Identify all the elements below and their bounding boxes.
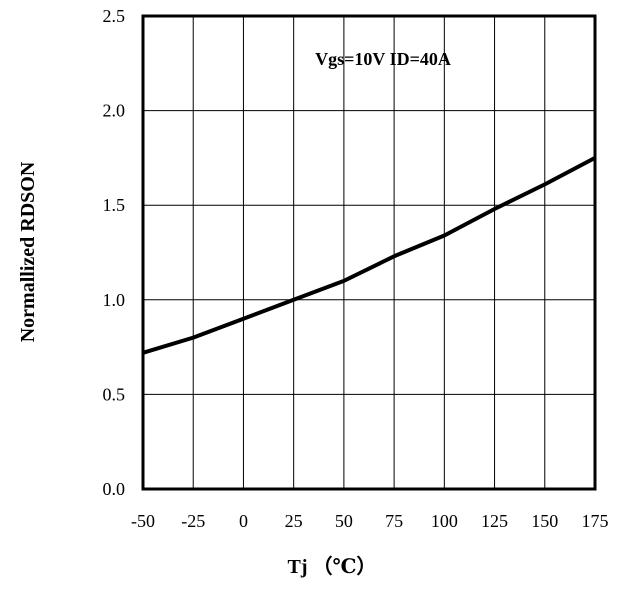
x-tick-label: 75 — [385, 511, 403, 531]
x-tick-label: 125 — [481, 511, 508, 531]
x-tick-label: 150 — [531, 511, 558, 531]
x-tick-label: 175 — [582, 511, 609, 531]
x-axis-ticks: -50 -25 0 25 50 75 100 125 150 175 — [131, 511, 609, 531]
series-line — [142, 156, 596, 355]
y-axis-ticks: 0.0 0.5 1.0 1.5 2.0 2.5 — [103, 6, 126, 499]
y-tick-label: 2.5 — [103, 6, 126, 26]
x-tick-label: 100 — [431, 511, 458, 531]
grid — [142, 15, 596, 490]
y-tick-label: 1.0 — [103, 290, 126, 310]
y-tick-label: 0.0 — [103, 479, 126, 499]
x-tick-label: -50 — [131, 511, 155, 531]
x-tick-label: 50 — [335, 511, 353, 531]
x-axis-title: Tj （℃） — [288, 555, 377, 578]
series-layer — [142, 156, 596, 355]
y-tick-label: 0.5 — [103, 384, 126, 404]
y-tick-label: 2.0 — [103, 101, 126, 121]
plot-frame — [141, 14, 597, 491]
y-axis-title: Normallized RDSON — [17, 161, 39, 342]
x-tick-label: -25 — [181, 511, 205, 531]
x-tick-label: 0 — [239, 511, 248, 531]
x-tick-label: 25 — [285, 511, 303, 531]
y-tick-label: 1.5 — [103, 195, 126, 215]
annotation-label: Vgs=10V ID=40A — [315, 49, 451, 69]
